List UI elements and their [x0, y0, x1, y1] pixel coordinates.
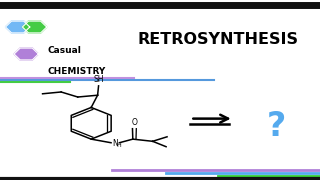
Text: ?: ?	[267, 109, 286, 143]
Text: H: H	[117, 143, 122, 148]
Text: N: N	[112, 139, 118, 148]
Polygon shape	[22, 21, 47, 33]
Polygon shape	[5, 21, 30, 33]
Text: Casual: Casual	[47, 46, 81, 55]
Text: CHEMISTRY: CHEMISTRY	[47, 68, 106, 76]
Text: SH: SH	[93, 75, 104, 84]
Polygon shape	[14, 48, 38, 60]
Text: RETROSYNTHESIS: RETROSYNTHESIS	[137, 32, 298, 47]
Text: O: O	[132, 118, 137, 127]
